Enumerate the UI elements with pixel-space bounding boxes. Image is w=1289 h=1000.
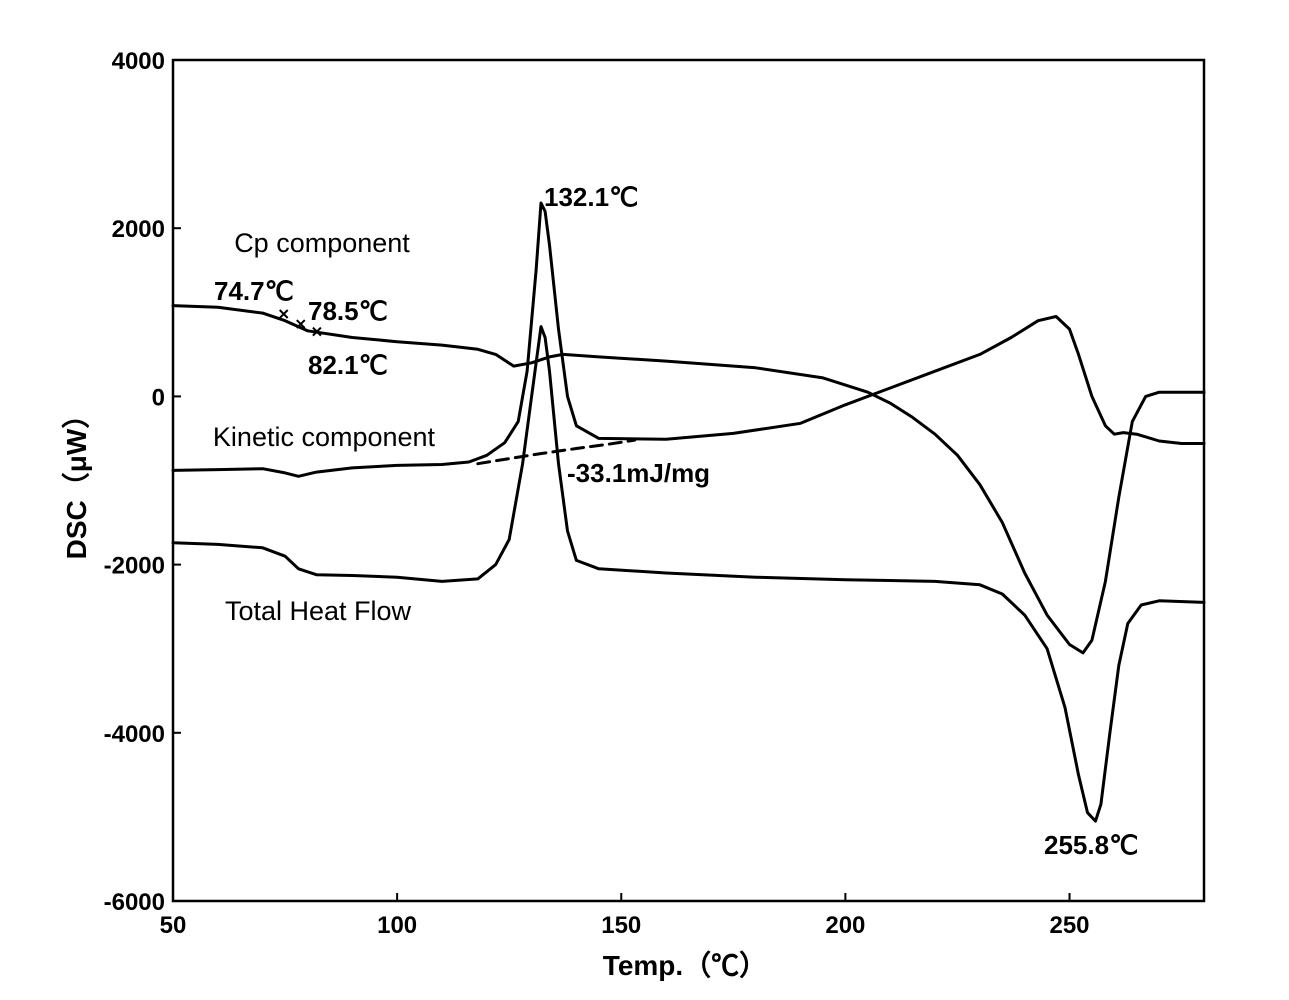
annotation-78-5: 78.5℃ — [308, 296, 388, 326]
y-tick-label: -4000 — [104, 721, 165, 748]
series-label-cp-component: Cp component — [234, 228, 410, 258]
annotation-74-7: 74.7℃ — [214, 276, 294, 306]
marker-layer — [279, 309, 322, 337]
series-line-cp-component — [171, 304, 1206, 655]
x-axis-ticks: 50 100 150 200 250 — [160, 893, 1090, 939]
x-tick-label: 250 — [1049, 912, 1089, 939]
annotation-82-1: 82.1℃ — [308, 350, 388, 380]
series-label-kinetic-component: Kinetic component — [213, 422, 436, 452]
annotation-peak-132: 132.1℃ — [544, 182, 638, 212]
y-tick-label: 4000 — [112, 48, 165, 75]
series-line-total-heat-flow — [171, 325, 1206, 823]
annotation-enthalpy: -33.1mJ/mg — [567, 458, 710, 488]
y-axis-ticks: 4000 2000 0 -2000 -4000 -6000 — [104, 48, 181, 916]
series-line-kinetic-component — [171, 201, 1206, 478]
y-tick-label: 2000 — [112, 216, 165, 243]
x-axis-label: Temp.（℃） — [603, 949, 767, 981]
series-line-baseline-3 — [476, 438, 637, 466]
y-tick-label: -2000 — [104, 553, 165, 580]
annotation-peak-255: 255.8℃ — [1044, 830, 1138, 860]
x-tick-label: 100 — [377, 912, 417, 939]
series-label-total-heat-flow: Total Heat Flow — [225, 596, 412, 626]
onset-marker — [279, 309, 289, 319]
series-layer — [171, 201, 1206, 823]
y-tick-label: 0 — [152, 384, 165, 411]
x-tick-label: 150 — [601, 912, 641, 939]
plot-frame — [171, 58, 1206, 903]
y-axis-label: DSC（μW） — [60, 401, 92, 560]
x-tick-label: 200 — [825, 912, 865, 939]
onset-marker — [296, 319, 306, 329]
onset-marker — [312, 326, 322, 337]
y-tick-label: -6000 — [104, 889, 165, 916]
x-tick-label: 50 — [160, 912, 187, 939]
